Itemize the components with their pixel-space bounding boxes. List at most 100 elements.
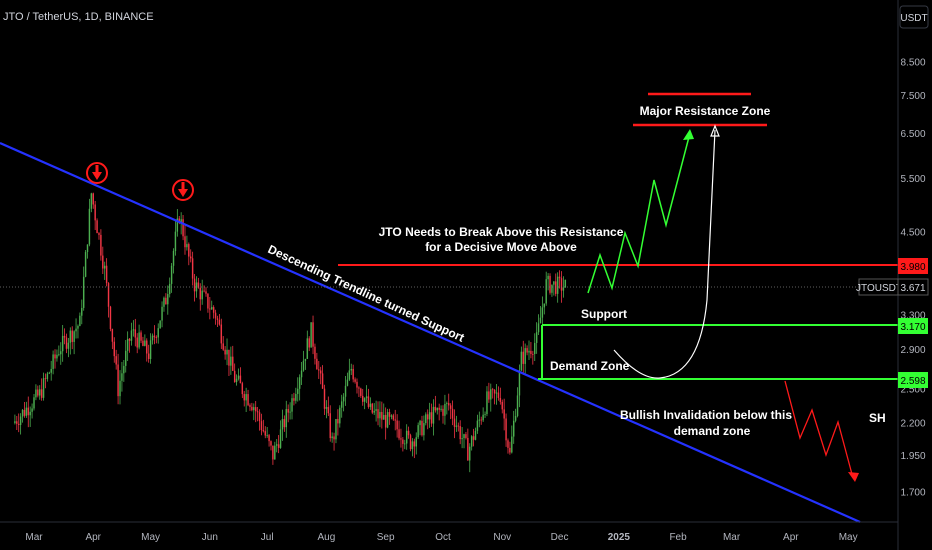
candle-bull (14, 421, 16, 424)
candle-bull (29, 411, 31, 416)
price-tick-label: 6.500 (900, 129, 925, 140)
candle-bull (73, 331, 75, 342)
candle-bull (419, 420, 421, 426)
candle-bear (426, 414, 429, 420)
candle-bear (308, 338, 310, 348)
candle-bear (323, 388, 326, 409)
candle-bear (453, 418, 456, 427)
candle-bear (65, 337, 68, 349)
price-tick-label: 2.200 (900, 419, 925, 430)
price-tick-label: 2.900 (900, 345, 925, 356)
candle-bull (211, 307, 213, 310)
down-arrow-circle-icon (86, 162, 108, 184)
candle-bull (411, 441, 414, 450)
candle-bear (358, 387, 360, 389)
candle-bull (168, 283, 171, 295)
candle-bear (555, 281, 557, 294)
candle-bear (465, 434, 467, 438)
candle-bull (331, 436, 333, 439)
candle-bear (499, 397, 502, 402)
candle-bear (212, 307, 215, 313)
candle-bear (319, 370, 322, 374)
time-tick-label: Dec (551, 532, 569, 543)
candle-bull (495, 392, 498, 394)
candle-bear (497, 392, 500, 398)
candle-bull (298, 377, 301, 389)
candle-bull (121, 373, 123, 381)
candle-bull (306, 338, 309, 359)
candle-bear (16, 421, 18, 424)
chart-title: JTO / TetherUS, 1D, BINANCE (3, 11, 154, 23)
candle-bull (339, 407, 341, 424)
candle-bull (440, 408, 442, 410)
candle-bear (199, 287, 202, 300)
candle-bear (327, 407, 330, 414)
down-arrow-stem-icon (181, 182, 185, 190)
candle-bear (153, 335, 156, 338)
time-tick-label: Mar (25, 532, 43, 543)
price-tick-label: 1.950 (900, 451, 925, 462)
descending-trendline[interactable] (0, 141, 861, 524)
candle-bear (434, 406, 437, 411)
candle-bull (375, 409, 377, 411)
candle-bull (342, 396, 345, 402)
candle-bear (205, 291, 207, 294)
candle-bear (232, 356, 234, 371)
candle-bull (157, 328, 159, 338)
candle-bear (329, 413, 331, 439)
candle-bull (237, 375, 240, 379)
candle-bull (304, 358, 307, 361)
candle-bear (23, 409, 26, 416)
candle-bull (48, 372, 51, 374)
candle-bull (539, 317, 542, 324)
candle-bull (77, 325, 79, 329)
candle-bear (442, 408, 444, 416)
candle-bear (54, 354, 56, 359)
candle-bear (203, 290, 205, 292)
candle-bear (111, 328, 114, 342)
price-axis-ticks: 8.500 7.500 6.500 5.500 4.500 3.300 2.900 2.500… (900, 58, 925, 499)
candle-bear (377, 409, 379, 419)
candle-bull (21, 409, 24, 417)
candle-bull (81, 307, 83, 316)
candle-bull (167, 294, 169, 305)
candle-bull (266, 435, 268, 437)
candle-bear (457, 425, 460, 427)
candle-bear (367, 396, 370, 407)
candle-bear (71, 330, 73, 342)
candle-bear (98, 233, 100, 235)
candle-bull (346, 379, 349, 386)
candle-bear (398, 429, 400, 439)
candle-bull (325, 407, 328, 409)
candle-bull (275, 444, 278, 446)
candle-bear (293, 398, 295, 401)
candle-bear (316, 358, 318, 370)
candle-bear (480, 419, 482, 421)
candle-bull (423, 423, 425, 436)
candle-bear (193, 278, 196, 292)
candle-bear (102, 255, 104, 269)
candle-bull (82, 276, 85, 308)
candle-bull (138, 332, 140, 348)
candle-bear (467, 437, 469, 461)
candle-bear (409, 435, 412, 450)
candle-bull (176, 218, 179, 232)
candle-bull (39, 389, 41, 396)
bounce-projection-curve (613, 129, 716, 379)
price-axis[interactable] (898, 0, 932, 550)
candle-bull (470, 436, 473, 447)
time-axis[interactable]: Mar Apr May Jun Jul Aug Sep Oct Nov Dec 2025 Feb Mar… (25, 532, 857, 543)
candle-bull (428, 412, 431, 420)
currency-button[interactable] (899, 5, 929, 29)
candle-bull (514, 415, 517, 421)
candle-bull (235, 378, 238, 383)
candle-bull (226, 349, 228, 355)
candle-bull (373, 410, 375, 413)
candle-bear (362, 395, 364, 402)
candle-bear (371, 403, 374, 413)
candle-bull (535, 332, 538, 343)
candle-bear (407, 430, 410, 436)
candle-bull (386, 412, 389, 428)
candle-bear (262, 430, 265, 432)
